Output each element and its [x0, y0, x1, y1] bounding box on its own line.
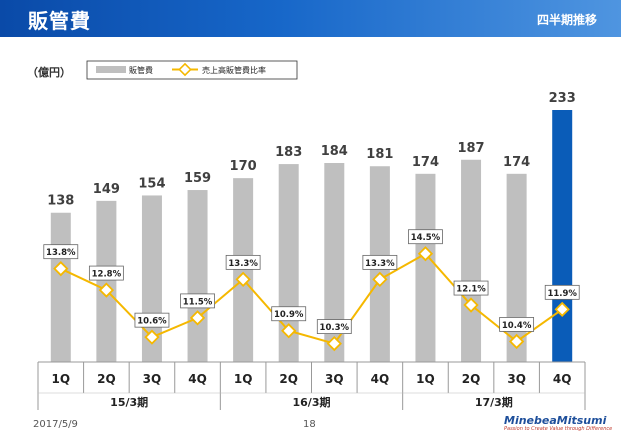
page-number: 18 — [303, 419, 316, 430]
x-tick-label: 4Q — [371, 372, 390, 386]
x-tick-label: 1Q — [416, 372, 435, 386]
x-tick-label: 3Q — [325, 372, 344, 386]
ratio-marker — [463, 297, 479, 313]
bar — [552, 110, 573, 362]
bar-series: 138 149 154 159 170 183 184 181 174 187 174 233 — [47, 91, 576, 362]
ratio-label: 10.3% — [320, 323, 350, 333]
bar-value-label: 174 — [503, 155, 530, 170]
x-tick-label: 4Q — [553, 372, 572, 386]
bar-value-label: 149 — [93, 182, 120, 197]
x-tick-label: 4Q — [188, 372, 207, 386]
ratio-label-box — [362, 254, 398, 270]
ratio-label-box — [408, 229, 443, 245]
ratio-label: 11.9% — [547, 289, 577, 299]
bar — [415, 173, 436, 362]
ratio-label-box — [225, 254, 261, 270]
x-tick-label: 2Q — [462, 372, 481, 386]
header-bar: 販管費 四半期推移 — [0, 0, 621, 37]
x-tick-label: 2Q — [97, 372, 116, 386]
ratio-label: 13.3% — [365, 259, 395, 269]
ratio-marker — [281, 323, 297, 339]
x-axis: 1Q 2Q 3Q 4Q 1Q 2Q 3Q 4Q 1Q 2Q 3Q 4Q 15/3期 16/3期 17/3期 — [37, 361, 586, 410]
bar — [50, 212, 71, 362]
ratio-label-box — [43, 244, 79, 260]
x-group-label: 16/3期 — [293, 395, 331, 409]
ratio-line — [60, 252, 563, 345]
legend-label-bar: 販管費 — [129, 65, 153, 75]
ratio-marker — [235, 271, 251, 288]
ratio-marker — [508, 333, 525, 350]
company-logo: MinebeaMitsumi Passion to Create Value t… — [504, 414, 613, 432]
bar-value-label: 183 — [275, 145, 302, 160]
bar-value-label: 181 — [366, 147, 393, 162]
footer-date: 2017/5/9 — [33, 419, 78, 430]
bar-value-label: 233 — [549, 91, 576, 106]
bar-value-label: 138 — [47, 194, 74, 209]
legend-bar-swatch — [96, 66, 126, 73]
x-group-label: 15/3期 — [110, 395, 148, 409]
ratio-marker — [189, 310, 206, 326]
legend: 販管費 売上高販管費比率 — [86, 60, 298, 80]
bar-value-label: 170 — [230, 159, 257, 174]
ratio-marker — [417, 246, 434, 262]
ratio-marker — [326, 335, 342, 352]
ratio-label-box — [88, 265, 124, 281]
logo-name: MinebeaMitsumi — [504, 414, 607, 427]
bar-value-label: 159 — [184, 171, 211, 186]
ratio-label-box — [134, 312, 170, 328]
x-tick-label: 2Q — [279, 372, 298, 386]
ratio-marker — [144, 329, 160, 345]
ratio-label: 12.1% — [456, 285, 486, 295]
ratio-label: 13.8% — [46, 248, 76, 258]
ratio-label-box — [316, 319, 352, 334]
ratio-label: 10.9% — [274, 310, 304, 320]
ratio-series: 13.8% 12.8% 10.6% 11.5% 13.3% 10.9% 10.3% 13.3%… — [43, 229, 580, 352]
page-title: 販管費 — [28, 9, 91, 33]
page-subtitle: 四半期推移 — [536, 13, 597, 27]
ratio-marker — [372, 271, 388, 288]
ratio-label: 13.3% — [228, 259, 258, 269]
ratio-label-box — [544, 284, 580, 300]
legend-marker-swatch — [178, 62, 192, 77]
bar-value-label: 154 — [138, 176, 165, 191]
bar — [461, 159, 482, 362]
bar — [96, 200, 117, 362]
bar-value-label: 174 — [412, 155, 439, 170]
ratio-marker — [98, 282, 115, 298]
ratio-label: 12.8% — [92, 270, 122, 280]
ratio-label-box — [499, 317, 535, 332]
x-tick-label: 3Q — [507, 372, 526, 386]
chart-unit-label: （億円） — [27, 65, 71, 79]
x-group-label: 17/3期 — [475, 395, 513, 409]
bar-value-label: 187 — [457, 141, 484, 156]
bar — [324, 162, 345, 362]
bar — [506, 173, 527, 362]
ratio-marker — [554, 301, 570, 317]
legend-label-line: 売上高販管費比率 — [202, 65, 266, 75]
ratio-label-box — [271, 306, 307, 322]
ratio-label: 10.4% — [502, 321, 532, 331]
bar — [187, 190, 208, 362]
x-tick-label: 3Q — [143, 372, 162, 386]
ratio-label-box — [180, 293, 215, 309]
logo-tagline: Passion to Create Value through Differen… — [504, 426, 613, 432]
ratio-label: 14.5% — [411, 233, 441, 243]
x-tick-label: 1Q — [52, 372, 71, 386]
ratio-label: 10.6% — [137, 317, 167, 327]
ratio-label: 11.5% — [183, 297, 213, 307]
ratio-label-box — [453, 280, 489, 296]
x-tick-label: 1Q — [234, 372, 253, 386]
ratio-marker — [53, 261, 69, 277]
bar — [233, 178, 254, 362]
bar-value-label: 184 — [321, 144, 348, 159]
